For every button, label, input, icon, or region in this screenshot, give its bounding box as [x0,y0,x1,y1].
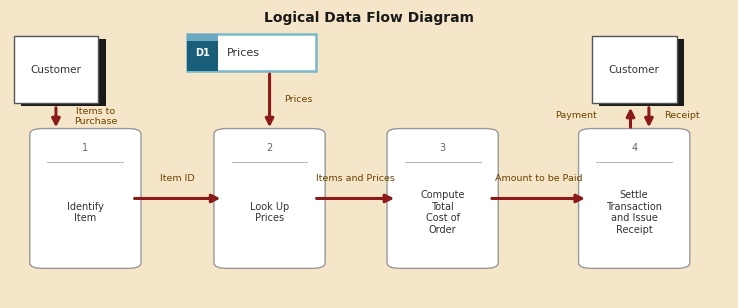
FancyBboxPatch shape [579,128,690,268]
Text: Customer: Customer [609,65,660,75]
Text: Payment: Payment [556,111,597,120]
Text: 4: 4 [631,143,637,153]
Text: Items to
Purchase: Items to Purchase [75,107,118,126]
FancyBboxPatch shape [21,39,106,107]
Text: 1: 1 [83,143,89,153]
Text: 3: 3 [440,143,446,153]
FancyBboxPatch shape [387,128,498,268]
FancyBboxPatch shape [187,34,218,41]
Text: Customer: Customer [30,65,81,75]
Text: Receipt: Receipt [663,111,700,120]
Text: Amount to be Paid: Amount to be Paid [494,174,582,183]
Text: Compute
Total
Cost of
Order: Compute Total Cost of Order [421,190,465,235]
FancyBboxPatch shape [599,39,684,107]
FancyBboxPatch shape [187,34,316,71]
Text: Item ID: Item ID [160,174,195,183]
FancyBboxPatch shape [13,36,98,103]
Text: Settle
Transaction
and Issue
Receipt: Settle Transaction and Issue Receipt [606,190,662,235]
Text: Identify
Item: Identify Item [67,202,104,223]
Text: Look Up
Prices: Look Up Prices [250,202,289,223]
Text: Prices: Prices [227,48,260,58]
Text: D1: D1 [195,48,210,58]
Text: 2: 2 [266,143,272,153]
Text: Items and Prices: Items and Prices [316,174,394,183]
FancyBboxPatch shape [214,128,325,268]
FancyBboxPatch shape [592,36,677,103]
FancyBboxPatch shape [187,34,218,71]
Text: Prices: Prices [284,95,313,104]
FancyBboxPatch shape [30,128,141,268]
Text: Logical Data Flow Diagram: Logical Data Flow Diagram [264,10,474,25]
